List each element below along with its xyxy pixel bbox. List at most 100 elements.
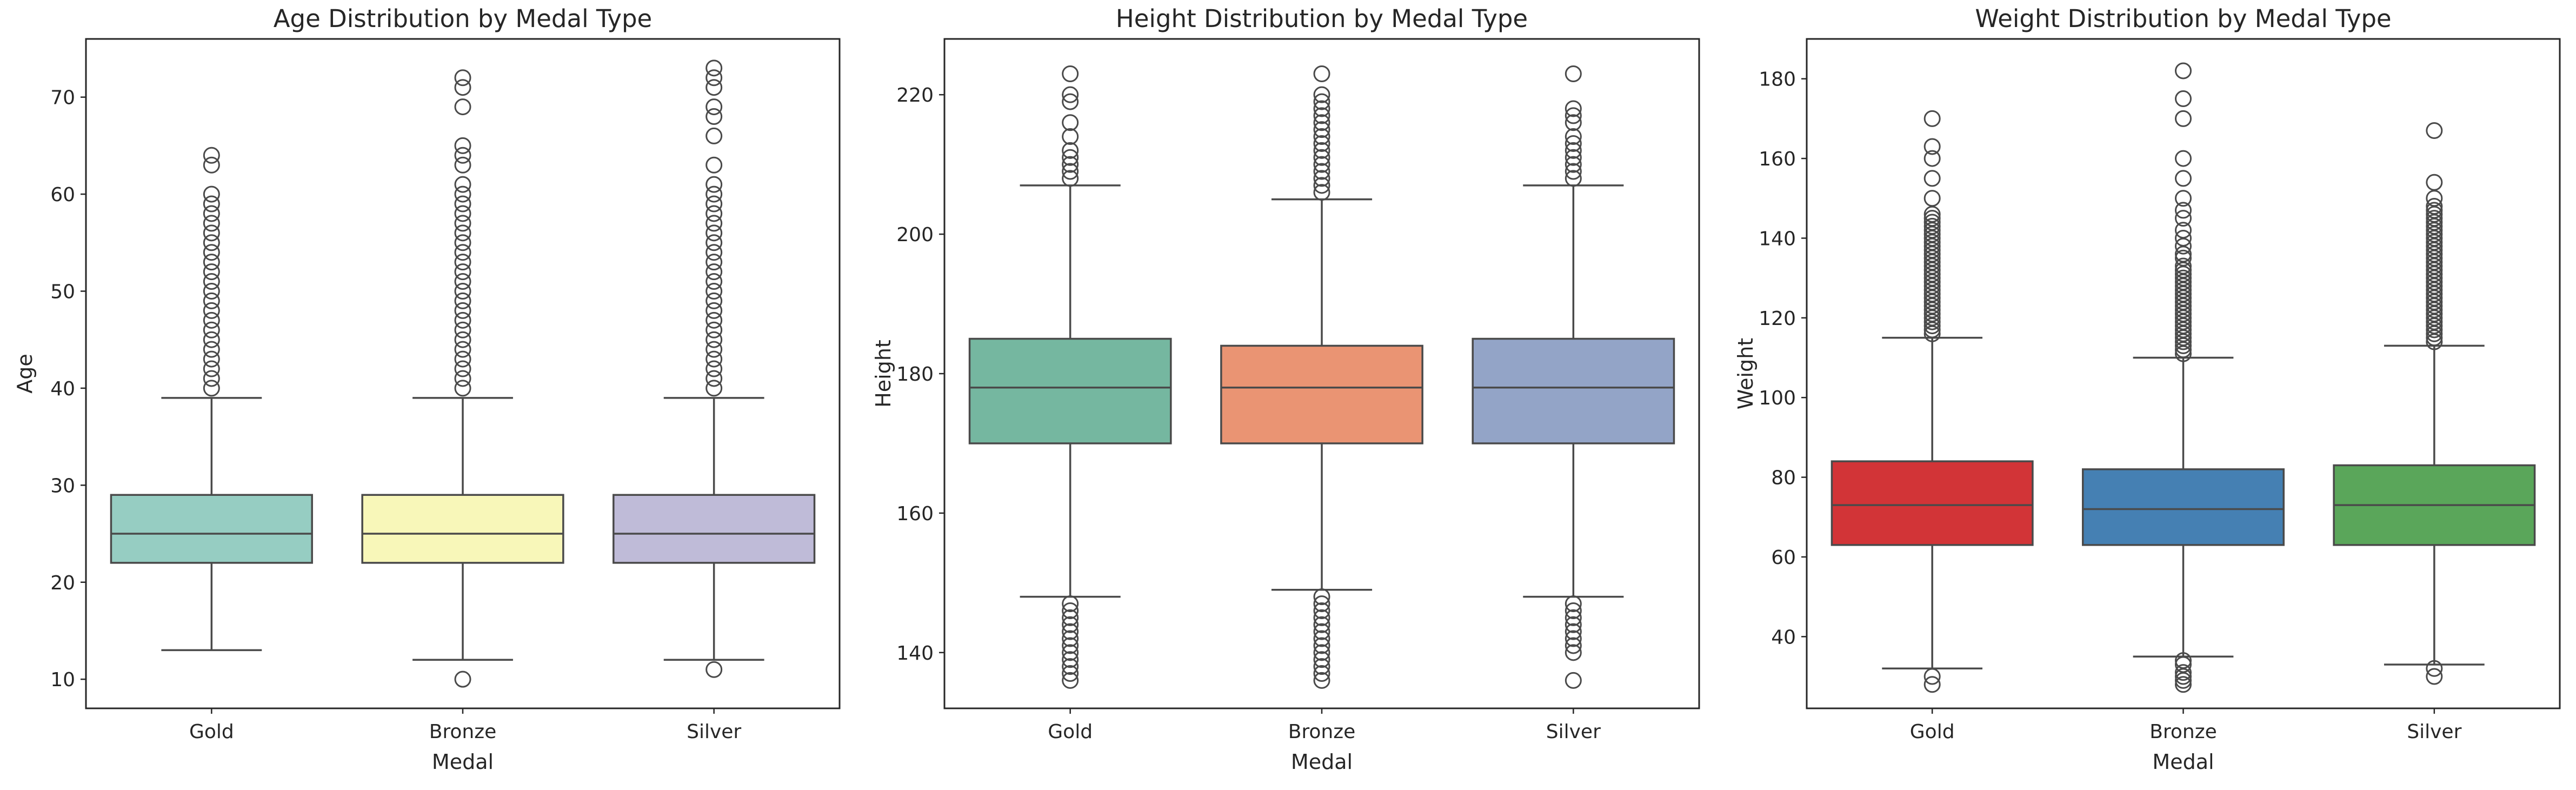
y-tick-label: 160 xyxy=(896,503,934,525)
iqr-box xyxy=(1220,344,1423,444)
outlier-point xyxy=(454,137,471,154)
x-tick-label: Gold xyxy=(189,721,234,743)
outlier-point xyxy=(454,331,471,348)
outlier-point xyxy=(2426,210,2443,227)
outlier-point xyxy=(203,292,220,309)
outlier-point xyxy=(705,156,723,174)
outlier-point xyxy=(1565,630,1582,647)
box-silver xyxy=(613,59,816,678)
y-tick-label: 160 xyxy=(1759,148,1796,170)
outlier-point xyxy=(1062,644,1079,661)
outlier-point xyxy=(705,350,723,368)
outlier-point xyxy=(705,311,723,329)
outlier-point xyxy=(705,380,723,397)
outlier-point xyxy=(705,321,723,338)
outlier-point xyxy=(203,341,220,358)
outlier-point xyxy=(1313,616,1330,633)
outlier-point xyxy=(1313,93,1330,110)
outlier-point xyxy=(454,234,471,251)
outlier-point xyxy=(1313,135,1330,152)
outlier-point xyxy=(454,176,471,193)
outlier-point xyxy=(1565,163,1582,180)
outlier-point xyxy=(1923,217,1941,235)
outlier-point xyxy=(1923,676,1941,693)
outlier-point xyxy=(705,215,723,232)
outlier-point xyxy=(1565,644,1582,661)
outlier-point xyxy=(705,331,723,348)
x-tick-label: Silver xyxy=(687,721,741,743)
outlier-point xyxy=(454,321,471,338)
outlier-point xyxy=(705,370,723,387)
outlier-point xyxy=(705,263,723,281)
iqr-box xyxy=(1472,337,1675,444)
outlier-point xyxy=(1062,163,1079,180)
x-axis-label: Medal xyxy=(2152,750,2214,774)
outlier-point xyxy=(705,185,723,203)
iqr-box xyxy=(2082,468,2285,546)
outlier-point xyxy=(1062,156,1079,173)
outlier-point xyxy=(705,244,723,261)
outlier-point xyxy=(1313,163,1330,180)
box-gold xyxy=(1831,110,2034,693)
outlier-point xyxy=(203,302,220,319)
outlier-point xyxy=(1923,668,1941,685)
outlier-point xyxy=(705,341,723,358)
outlier-point xyxy=(203,350,220,368)
outlier-point xyxy=(1313,630,1330,647)
y-tick-label: 20 xyxy=(50,572,75,594)
box-bronze xyxy=(1220,65,1423,689)
box-silver xyxy=(2333,122,2536,685)
outlier-point xyxy=(203,156,220,174)
y-tick-label: 60 xyxy=(1771,547,1796,569)
outlier-point xyxy=(454,147,471,164)
outlier-point xyxy=(1062,623,1079,640)
y-tick-label: 80 xyxy=(1771,467,1796,489)
outlier-point xyxy=(1062,651,1079,668)
outlier-point xyxy=(454,215,471,232)
outlier-point xyxy=(454,69,471,87)
outlier-point xyxy=(1313,623,1330,640)
outlier-point xyxy=(1313,644,1330,661)
outlier-point xyxy=(705,254,723,271)
iqr-box xyxy=(968,337,1172,444)
outlier-point xyxy=(1313,65,1330,82)
outlier-point xyxy=(1923,150,1941,167)
outlier-point xyxy=(2175,652,2192,669)
outlier-point xyxy=(1313,177,1330,194)
panel-weight: Weight Distribution by Medal Type Medal … xyxy=(1734,4,2561,774)
outlier-point xyxy=(2175,656,2192,673)
outlier-point xyxy=(1313,665,1330,682)
outlier-point xyxy=(454,302,471,319)
outlier-point xyxy=(2175,62,2192,79)
outlier-point xyxy=(1313,602,1330,619)
outlier-point xyxy=(1923,138,1941,155)
outlier-point xyxy=(203,282,220,300)
outlier-point xyxy=(203,263,220,281)
y-tick-label: 60 xyxy=(50,184,75,206)
x-axis-label: Medal xyxy=(1291,750,1353,774)
outlier-point xyxy=(2426,198,2443,215)
outlier-point xyxy=(2175,110,2192,127)
outlier-point xyxy=(203,234,220,251)
outlier-point xyxy=(454,360,471,377)
box-bronze xyxy=(2082,62,2285,693)
outlier-point xyxy=(1313,658,1330,675)
outlier-point xyxy=(1313,128,1330,145)
outlier-point xyxy=(705,224,723,242)
outlier-point xyxy=(203,254,220,271)
chart-title: Height Distribution by Medal Type xyxy=(1116,4,1528,33)
outlier-point xyxy=(454,205,471,222)
outlier-point xyxy=(705,127,723,144)
y-tick-label: 10 xyxy=(50,669,75,691)
outlier-point xyxy=(454,273,471,290)
outlier-point xyxy=(705,205,723,222)
outlier-point xyxy=(1923,110,1941,127)
outlier-point xyxy=(1565,609,1582,626)
outlier-point xyxy=(1313,637,1330,654)
outlier-point xyxy=(454,195,471,213)
y-axis-label: Age xyxy=(13,354,37,394)
outlier-point xyxy=(1923,214,1941,231)
outlier-point xyxy=(454,224,471,242)
y-tick-label: 40 xyxy=(50,378,75,400)
